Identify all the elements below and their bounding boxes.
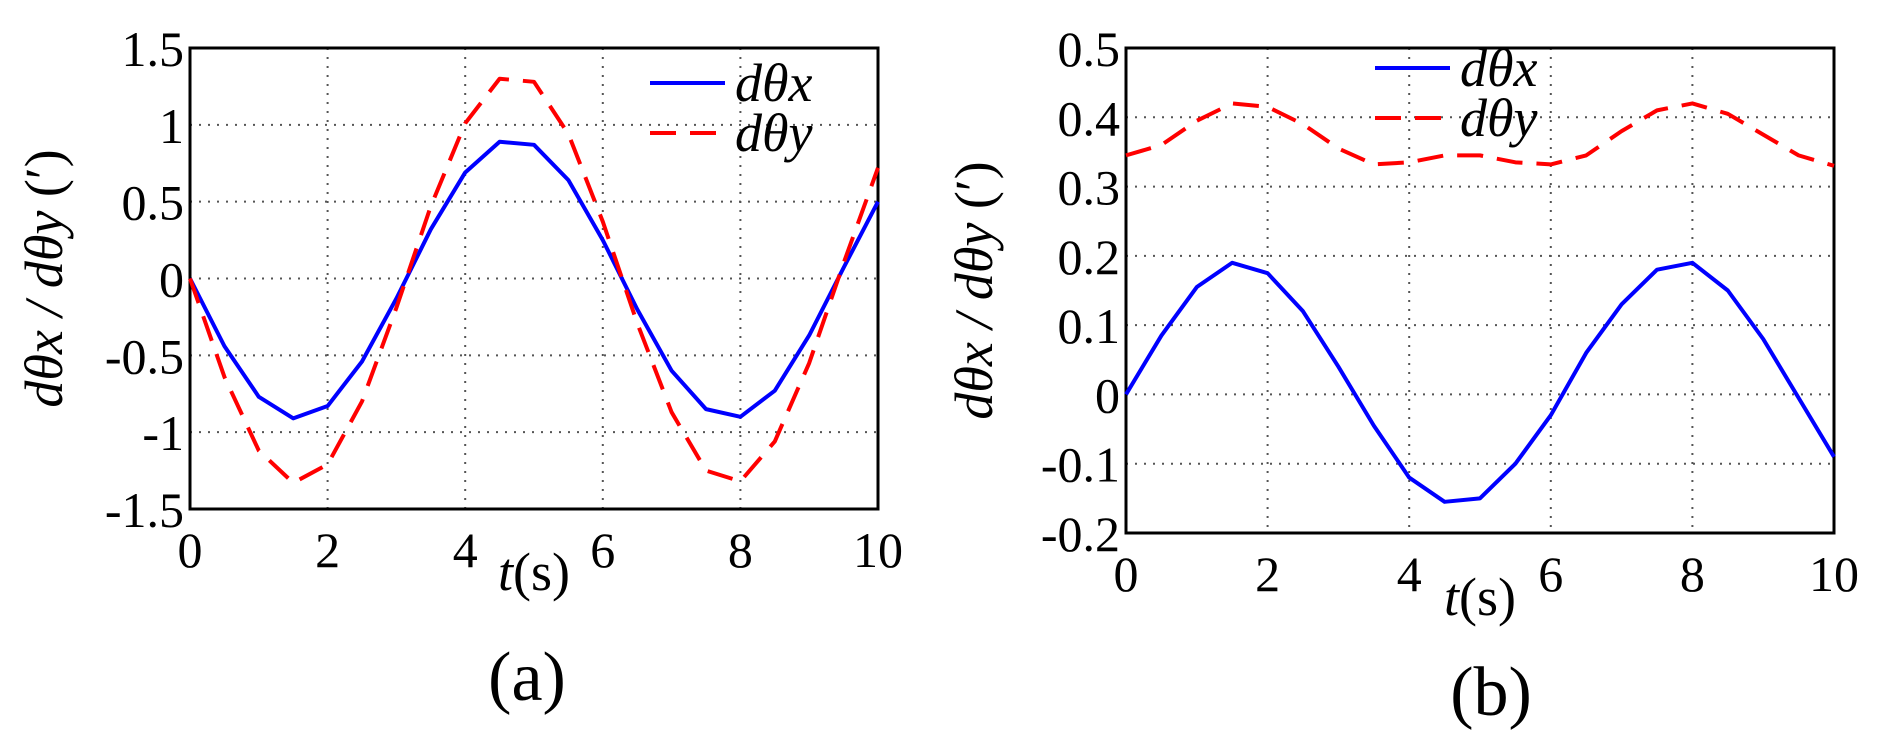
x-tick-label: 2 (1255, 546, 1280, 602)
x-axis-label: t(s) (498, 542, 570, 602)
y-tick-label: 0.5 (1058, 21, 1121, 77)
legend-label: dθy (735, 103, 813, 163)
plot-frame (1124, 46, 1836, 535)
y-axis-label-unit: (′) (14, 149, 74, 210)
y-tick-label: 1.5 (122, 21, 185, 77)
y-tick-label: 1 (159, 98, 184, 154)
x-axis-label-var: t (1444, 567, 1461, 627)
y-tick-label: 0.4 (1058, 90, 1121, 146)
x-axis-label-unit: (s) (513, 542, 570, 602)
y-axis-label-var: dθx / dθy (944, 223, 1004, 420)
legend-label: dθy (1460, 88, 1538, 148)
y-tick-label: 0.2 (1058, 229, 1121, 285)
x-tick-label: 6 (590, 522, 615, 578)
x-axis-label-var: t (498, 542, 515, 602)
x-tick-label: 2 (315, 522, 340, 578)
y-axis-label: dθx / dθy (′) (14, 149, 74, 407)
y-tick-label: 0.1 (1058, 298, 1121, 354)
y-tick-label: -1 (142, 405, 184, 461)
legend-label: dθx (1460, 38, 1538, 98)
subfigure-caption: (a) (488, 639, 566, 716)
x-tick-label: 8 (1680, 546, 1705, 602)
x-tick-label: 10 (1809, 546, 1859, 602)
subfigure-caption: (b) (1450, 654, 1532, 731)
y-axis-label: dθx / dθy (′) (944, 161, 1004, 419)
y-tick-label: -1.5 (105, 482, 184, 538)
y-tick-label: -0.1 (1041, 437, 1120, 493)
x-tick-label: 4 (453, 522, 478, 578)
y-tick-label: -0.2 (1041, 506, 1120, 562)
x-axis-label-unit: (s) (1459, 567, 1516, 627)
x-tick-label: 8 (728, 522, 753, 578)
x-tick-label: 0 (1114, 546, 1139, 602)
series-line-dtheta-x (188, 139, 880, 421)
y-tick-label: 0.5 (122, 175, 185, 231)
y-tick-label: 0 (1095, 367, 1120, 423)
series-line-dtheta-x (1124, 260, 1836, 504)
y-axis-label-unit: (′) (944, 161, 1004, 222)
legend-label: dθx (735, 53, 813, 113)
y-axis-label-var: dθx / dθy (14, 211, 74, 408)
y-tick-label: -0.5 (105, 328, 184, 384)
x-tick-label: 4 (1397, 546, 1422, 602)
series-line-dtheta-y (188, 76, 880, 485)
x-tick-label: 10 (853, 522, 903, 578)
series-line-dtheta-y (1125, 101, 1835, 168)
x-tick-label: 0 (178, 522, 203, 578)
x-axis-label: t(s) (1444, 567, 1516, 627)
x-tick-label: 6 (1538, 546, 1563, 602)
y-tick-label: 0.3 (1058, 160, 1121, 216)
y-tick-label: 0 (159, 252, 184, 308)
